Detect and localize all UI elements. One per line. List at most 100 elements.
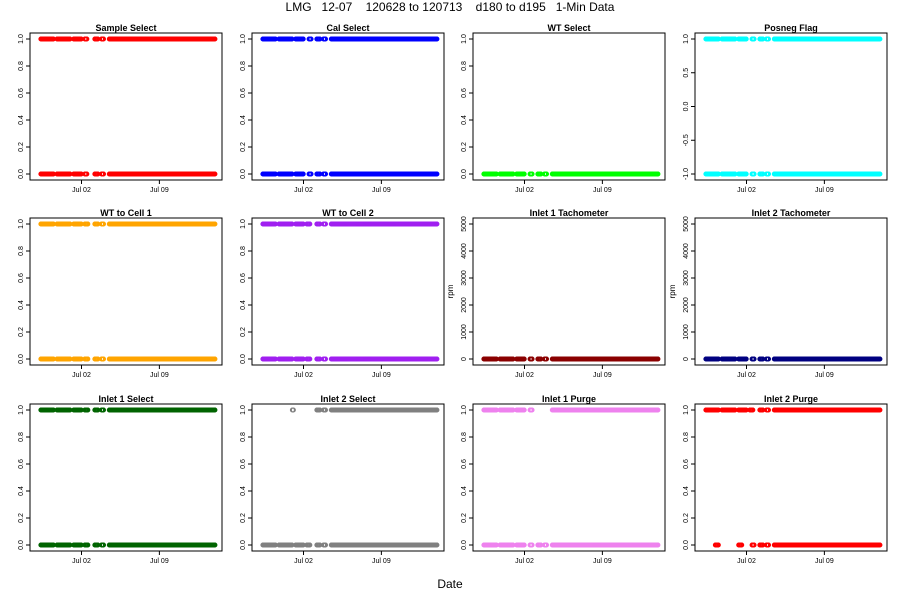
x-tick-label: Jul 09 — [150, 187, 169, 194]
x-tick-label: Jul 09 — [815, 372, 834, 379]
panel-wt-to-cell-1: WT to Cell 1 0.0 0.2 0.4 0.6 0.8 1.0 Jul 02 Jul … — [18, 208, 222, 379]
x-tick-label: Jul 09 — [815, 187, 834, 194]
y-tick-label: 0.8 — [18, 432, 25, 442]
y-tick-label: 0.0 — [18, 354, 25, 364]
x-tick-label: Jul 09 — [150, 372, 169, 379]
y-tick-label: 1.0 — [18, 219, 25, 229]
y-tick-label: 0.6 — [18, 459, 25, 469]
y-tick-label: 0.0 — [240, 354, 247, 364]
y-tick-label: 0.0 — [683, 102, 690, 112]
plot-frame — [30, 218, 222, 365]
y-axis-label: rpm — [668, 284, 677, 298]
y-tick-label: 0.2 — [18, 327, 25, 337]
x-tick-label: Jul 02 — [72, 558, 91, 565]
y-tick-label: 1.0 — [683, 34, 690, 44]
plot-frame — [695, 33, 887, 180]
y-tick-label: 5000 — [461, 216, 468, 232]
panel-title: Inlet 2 Select — [320, 394, 375, 404]
x-tick-label: Jul 02 — [294, 187, 313, 194]
panel-title: Inlet 1 Select — [98, 394, 153, 404]
x-tick-label: Jul 02 — [72, 372, 91, 379]
panel-title: Sample Select — [95, 23, 156, 33]
x-tick-label: Jul 09 — [372, 558, 391, 565]
panel-title: WT to Cell 2 — [322, 208, 374, 218]
plot-frame — [252, 33, 444, 180]
y-tick-label: 0.2 — [240, 142, 247, 152]
y-tick-label: 0.2 — [18, 142, 25, 152]
y-tick-label: 0.0 — [461, 169, 468, 179]
plot-frame — [30, 404, 222, 551]
x-tick-label: Jul 02 — [294, 372, 313, 379]
panel-title: WT to Cell 1 — [100, 208, 152, 218]
y-tick-label: 0.4 — [18, 486, 25, 496]
x-tick-label: Jul 02 — [72, 187, 91, 194]
y-tick-label: 0.8 — [18, 61, 25, 71]
y-tick-label: 1.0 — [240, 34, 247, 44]
panel-title: Posneg Flag — [764, 23, 818, 33]
panel-inlet-2-tachometer: Inlet 2 Tachometer 0 1000 2000 3000 4000 5000 r… — [668, 208, 887, 379]
x-tick-label: Jul 09 — [372, 372, 391, 379]
y-axis-label: rpm — [446, 284, 455, 298]
panel-sample-select: Sample Select 0.0 0.2 0.4 0.6 0.8 1.0 Jul 02 Jul… — [18, 23, 222, 194]
y-tick-label: 0.2 — [461, 142, 468, 152]
panel-cal-select: Cal Select 0.0 0.2 0.4 0.6 0.8 1.0 Jul 02 Jul 09 — [240, 23, 444, 194]
y-tick-label: 0.2 — [240, 513, 247, 523]
panel-inlet-1-tachometer: Inlet 1 Tachometer010002000300040005000r… — [446, 208, 665, 379]
y-tick-label: 0.0 — [240, 540, 247, 550]
y-tick-label: 4000 — [461, 243, 468, 259]
x-tick-label: Jul 09 — [593, 187, 612, 194]
y-tick-label: 0.6 — [18, 273, 25, 283]
y-tick-label: 0.4 — [18, 300, 25, 310]
y-tick-label: 1.0 — [461, 34, 468, 44]
y-tick-label: 0.6 — [18, 88, 25, 98]
plot-frame — [252, 404, 444, 551]
panel-title: Cal Select — [326, 23, 369, 33]
y-tick-label: 5000 — [683, 216, 690, 232]
y-tick-label: 3000 — [461, 270, 468, 286]
plot-frame — [473, 218, 665, 365]
y-tick-label: 0 — [461, 357, 468, 361]
y-tick-label: 1.0 — [240, 219, 247, 229]
x-tick-label: Jul 02 — [515, 372, 534, 379]
x-tick-label: Jul 09 — [150, 558, 169, 565]
panel-title: Inlet 2 Tachometer — [752, 208, 831, 218]
y-tick-label: 1.0 — [18, 34, 25, 44]
y-tick-label: 0.2 — [240, 327, 247, 337]
y-tick-label: 0.4 — [240, 115, 247, 125]
x-tick-label: Jul 09 — [372, 187, 391, 194]
x-tick-label: Jul 02 — [737, 372, 756, 379]
y-tick-label: 0.6 — [240, 88, 247, 98]
x-tick-label: Jul 02 — [294, 558, 313, 565]
y-tick-label: 0.4 — [461, 115, 468, 125]
y-tick-label: 0.2 — [18, 513, 25, 523]
x-tick-label: Jul 02 — [515, 187, 534, 194]
plot-frame — [695, 218, 887, 365]
y-tick-label: 0.4 — [240, 486, 247, 496]
y-tick-label: 1.0 — [18, 405, 25, 415]
y-tick-label: 0.8 — [461, 61, 468, 71]
plot-frame — [252, 218, 444, 365]
y-tick-label: 0.0 — [240, 169, 247, 179]
y-tick-label: 0.8 — [240, 432, 247, 442]
y-tick-label: 0.4 — [240, 300, 247, 310]
y-tick-label: 0.5 — [683, 68, 690, 78]
y-tick-label: 3000 — [683, 270, 690, 286]
y-tick-label: 0.8 — [18, 246, 25, 256]
y-tick-label: 2000 — [683, 297, 690, 313]
y-tick-label: 0.6 — [461, 88, 468, 98]
y-tick-label: 0.6 — [240, 459, 247, 469]
y-tick-label: 0 — [683, 357, 690, 361]
y-tick-label: 0.8 — [240, 61, 247, 71]
y-tick-label: 1000 — [683, 324, 690, 340]
y-tick-label: 0.4 — [18, 115, 25, 125]
y-tick-label: 0.0 — [18, 169, 25, 179]
y-tick-label: 0.6 — [240, 273, 247, 283]
y-tick-label: -1.0 — [683, 168, 690, 180]
y-tick-label: 0.0 — [18, 540, 25, 550]
y-tick-label: 2000 — [461, 297, 468, 313]
y-tick-label: 4000 — [683, 243, 690, 259]
